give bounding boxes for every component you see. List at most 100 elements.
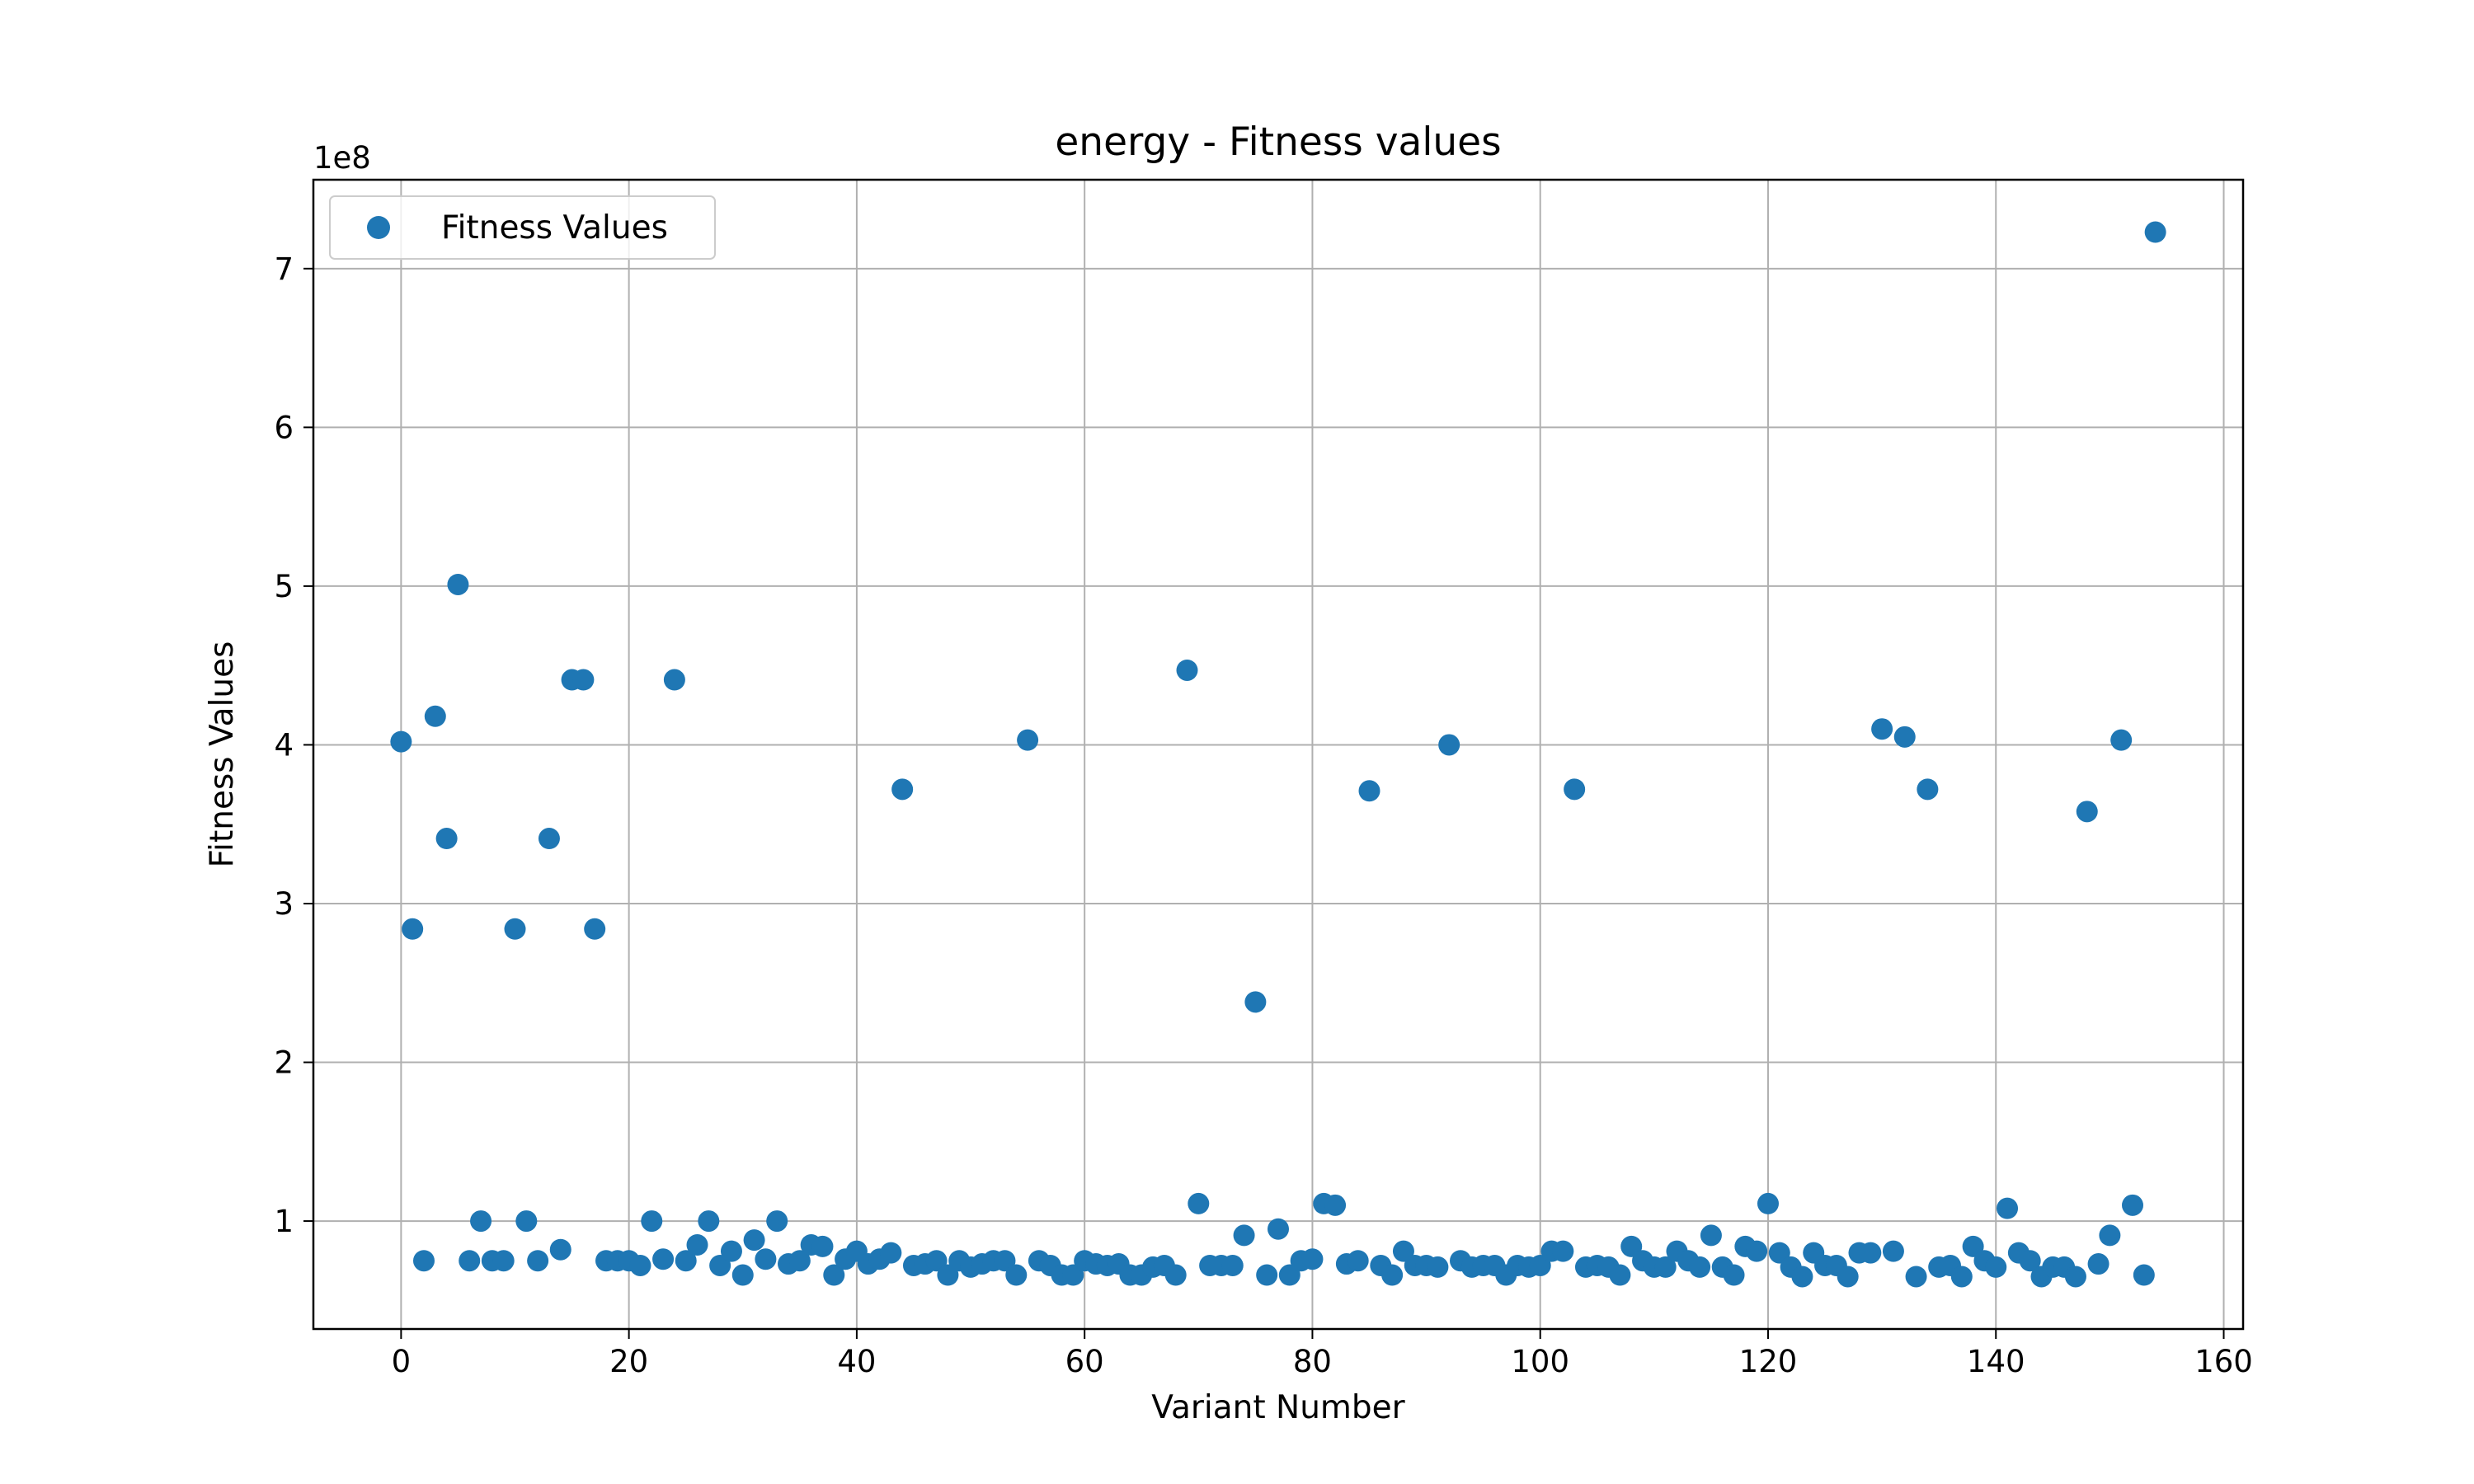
data-point bbox=[811, 1235, 834, 1257]
data-point bbox=[1860, 1242, 1882, 1264]
data-point bbox=[2133, 1264, 2155, 1286]
data-point bbox=[766, 1210, 788, 1233]
data-point bbox=[1381, 1264, 1404, 1286]
y-tick-label: 2 bbox=[274, 1045, 294, 1081]
data-point bbox=[1791, 1266, 1813, 1288]
x-tick-label: 20 bbox=[609, 1344, 648, 1379]
data-point bbox=[698, 1210, 720, 1233]
data-point bbox=[709, 1254, 731, 1276]
y-tick-label: 5 bbox=[274, 569, 294, 604]
data-point bbox=[2144, 221, 2166, 243]
x-tick-label: 100 bbox=[1511, 1344, 1569, 1379]
data-point bbox=[675, 1250, 697, 1272]
data-point bbox=[527, 1250, 549, 1272]
data-point bbox=[584, 918, 606, 940]
data-point bbox=[504, 918, 526, 940]
legend-label: Fitness Values bbox=[441, 209, 668, 247]
x-tick-label: 140 bbox=[1967, 1344, 2025, 1379]
data-point bbox=[823, 1264, 845, 1286]
data-point bbox=[937, 1264, 959, 1286]
data-point bbox=[1962, 1235, 1984, 1257]
data-point bbox=[470, 1210, 492, 1233]
y-tick-label: 6 bbox=[274, 410, 294, 445]
data-point bbox=[1438, 734, 1460, 756]
data-point bbox=[1871, 718, 1893, 740]
data-point bbox=[2099, 1224, 2121, 1247]
data-point bbox=[2110, 729, 2133, 751]
y-tick-label: 4 bbox=[274, 727, 294, 763]
data-point bbox=[1347, 1250, 1369, 1272]
y-tick-label: 3 bbox=[274, 886, 294, 922]
data-point bbox=[1757, 1192, 1779, 1214]
data-point bbox=[1654, 1256, 1677, 1278]
data-point bbox=[1268, 1218, 1289, 1240]
data-point bbox=[390, 730, 412, 753]
data-point bbox=[1768, 1242, 1790, 1264]
data-point bbox=[743, 1229, 765, 1252]
y-axis-offset-label: 1e8 bbox=[313, 140, 371, 176]
data-point bbox=[2019, 1250, 2041, 1272]
data-point bbox=[2064, 1266, 2086, 1288]
data-point bbox=[1017, 729, 1039, 751]
data-point bbox=[1620, 1235, 1643, 1257]
data-point bbox=[1176, 659, 1198, 681]
data-point bbox=[994, 1250, 1016, 1272]
data-point bbox=[1893, 726, 1916, 748]
data-point bbox=[2122, 1194, 2144, 1216]
data-point bbox=[424, 705, 446, 727]
data-point bbox=[1278, 1264, 1300, 1286]
data-point bbox=[1689, 1256, 1711, 1278]
data-point bbox=[459, 1250, 481, 1272]
data-point bbox=[755, 1248, 777, 1270]
data-point bbox=[788, 1250, 811, 1272]
data-point bbox=[1700, 1224, 1722, 1247]
data-point bbox=[1997, 1197, 2019, 1219]
legend: Fitness Values bbox=[329, 195, 716, 260]
data-point bbox=[402, 918, 424, 940]
data-point bbox=[549, 1238, 571, 1261]
data-point bbox=[880, 1242, 902, 1264]
data-point bbox=[1244, 991, 1267, 1013]
data-point bbox=[686, 1233, 708, 1256]
data-point bbox=[1950, 1266, 1973, 1288]
data-point bbox=[720, 1240, 742, 1262]
data-point bbox=[435, 828, 458, 850]
data-point bbox=[1005, 1264, 1028, 1286]
data-point bbox=[925, 1250, 948, 1272]
data-point bbox=[2087, 1253, 2109, 1275]
data-point bbox=[891, 778, 914, 801]
data-point bbox=[1301, 1248, 1324, 1270]
data-point bbox=[731, 1264, 754, 1286]
data-point bbox=[1905, 1266, 1927, 1288]
x-tick-label: 80 bbox=[1293, 1344, 1332, 1379]
data-point bbox=[1233, 1224, 1255, 1247]
data-point bbox=[1746, 1240, 1768, 1262]
y-axis-title: Fitness Values bbox=[204, 641, 241, 868]
data-point bbox=[1188, 1192, 1210, 1214]
data-point bbox=[1529, 1254, 1551, 1276]
legend-box bbox=[329, 195, 716, 260]
data-point bbox=[1062, 1264, 1084, 1286]
data-point bbox=[1358, 780, 1380, 802]
data-point bbox=[1609, 1264, 1631, 1286]
data-point bbox=[538, 828, 560, 850]
x-tick-label: 160 bbox=[2194, 1344, 2253, 1379]
data-point bbox=[1552, 1240, 1574, 1262]
y-tick-label: 7 bbox=[274, 251, 294, 287]
data-point bbox=[1837, 1266, 1859, 1288]
axis-ticks: 0 20 40 60 80 100 120 140 160 1 2 3 4 5 6 7 bbox=[274, 251, 2252, 1379]
data-point bbox=[447, 573, 469, 595]
chart-title: energy - Fitness values bbox=[1055, 120, 1501, 165]
data-points bbox=[390, 221, 2166, 1288]
data-point bbox=[412, 1250, 435, 1272]
data-point bbox=[1917, 778, 1939, 801]
x-tick-label: 0 bbox=[392, 1344, 412, 1379]
data-point bbox=[663, 669, 685, 691]
x-tick-label: 40 bbox=[837, 1344, 876, 1379]
data-point bbox=[492, 1250, 515, 1272]
x-axis-title: Variant Number bbox=[1151, 1389, 1405, 1426]
data-point bbox=[1256, 1264, 1278, 1286]
x-tick-label: 120 bbox=[1739, 1344, 1798, 1379]
data-point bbox=[1164, 1264, 1187, 1286]
